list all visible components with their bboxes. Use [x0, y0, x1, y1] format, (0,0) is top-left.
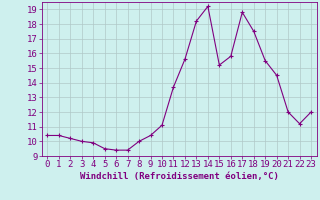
X-axis label: Windchill (Refroidissement éolien,°C): Windchill (Refroidissement éolien,°C) — [80, 172, 279, 181]
